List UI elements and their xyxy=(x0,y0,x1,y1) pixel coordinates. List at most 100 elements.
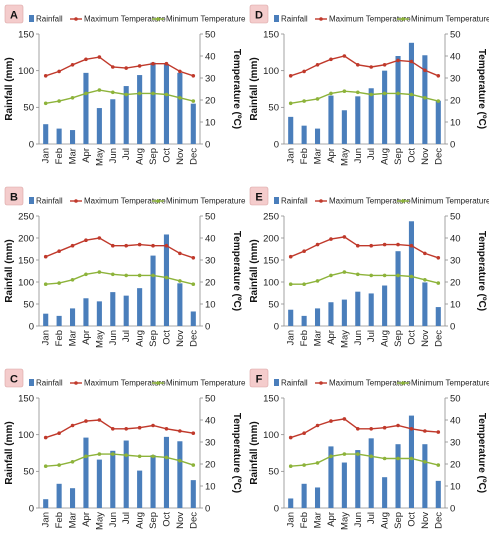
rainfall-bar xyxy=(435,307,441,326)
max-temp-line xyxy=(290,55,439,77)
max-temp-line xyxy=(290,418,439,439)
legend-swatch-rainfall xyxy=(274,379,279,386)
rainfall-bar xyxy=(83,437,89,508)
y-tick-label: 200 xyxy=(18,233,34,244)
chart-svg-e: E Rainfall Maximum Temperature Minimum Temp… xyxy=(249,186,489,348)
legend-label-min-temp: Minimum Temperature xyxy=(166,197,246,206)
x-tick-label: Mar xyxy=(68,330,79,346)
x-tick-label: Aug xyxy=(135,330,146,347)
min-temp-line-point xyxy=(369,273,374,278)
max-temp-line-point xyxy=(355,63,360,67)
legend-label-min-temp: Minimum Temperature xyxy=(411,197,489,206)
rainfall-bar xyxy=(110,450,116,508)
y-tick-label: 150 xyxy=(18,29,34,40)
x-tick-label: Jul xyxy=(121,148,132,160)
rainfall-bar xyxy=(435,480,441,508)
y2-tick-label: 50 xyxy=(450,29,461,40)
x-tick-label: Nov xyxy=(175,330,186,347)
x-tick-label: Dec xyxy=(433,512,444,529)
max-temp-line xyxy=(45,56,194,77)
y-axis-title: Rainfall (mm) xyxy=(4,421,15,484)
y-tick-label: 100 xyxy=(263,430,279,441)
min-temp-line-point xyxy=(84,454,88,459)
min-temp-line-point xyxy=(355,272,360,277)
legend-swatch-min-temp-marker xyxy=(156,381,160,385)
min-temp-line-point xyxy=(436,463,441,467)
max-temp-line-point xyxy=(178,251,182,256)
x-tick-label: Jul xyxy=(121,330,132,342)
y2-tick-label: 0 xyxy=(205,139,210,150)
min-temp-line-point xyxy=(151,273,155,278)
max-temp-line-point xyxy=(436,430,441,434)
max-temp-line-point xyxy=(423,68,427,73)
x-tick-label: Nov xyxy=(420,330,431,347)
y2-tick-label: 0 xyxy=(205,321,210,332)
min-temp-line-point xyxy=(110,452,115,456)
x-tick-label: Sep xyxy=(393,148,404,165)
x-tick-label: Jul xyxy=(366,330,377,342)
rainfall-bar xyxy=(150,62,156,144)
rainfall-bar xyxy=(301,483,307,508)
y-tick-label: 0 xyxy=(29,503,34,514)
rainfall-bar xyxy=(395,56,401,144)
rainfall-bar xyxy=(341,110,347,144)
min-temp-line xyxy=(290,90,439,104)
x-tick-label: Jul xyxy=(366,148,377,160)
x-tick-label: Feb xyxy=(54,148,65,164)
min-temp-line-point xyxy=(97,88,102,92)
rainfall-bar xyxy=(422,55,428,145)
x-tick-label: Mar xyxy=(313,512,324,528)
rainfall-bar xyxy=(355,96,361,144)
rainfall-bar xyxy=(288,309,294,326)
rainfall-bar xyxy=(368,293,374,326)
max-temp-line xyxy=(45,419,194,439)
chart-panel-a: A Rainfall Maximum Temperature Minimum Temp… xyxy=(2,2,246,184)
legend-swatch-rainfall xyxy=(274,15,279,22)
chart-panel-d: D Rainfall Maximum Temperature Minimum Temp… xyxy=(247,2,489,184)
max-temp-line-point xyxy=(329,419,333,423)
legend-swatch-rainfall xyxy=(29,15,34,22)
rainfall-bar xyxy=(301,125,307,144)
y2-tick-label: 50 xyxy=(205,393,216,404)
x-tick-label: Aug xyxy=(380,148,391,165)
max-temp-line-point xyxy=(436,74,441,78)
y-axis-title: Rainfall (mm) xyxy=(249,57,260,120)
y-tick-label: 50 xyxy=(268,467,279,478)
min-temp-line-point xyxy=(84,91,88,96)
x-tick-label: Oct xyxy=(406,512,417,527)
rainfall-bar xyxy=(328,302,334,326)
rainfall-bar xyxy=(328,95,334,144)
chart-svg-f: F Rainfall Maximum Temperature Minimum Temp… xyxy=(249,368,489,530)
y2-tick-label: 10 xyxy=(450,117,461,128)
max-temp-line-point xyxy=(191,74,196,78)
rainfall-bar xyxy=(422,444,428,508)
x-tick-label: Apr xyxy=(81,148,92,163)
x-tick-label: Apr xyxy=(81,330,92,345)
rainfall-bar xyxy=(328,446,334,508)
chart-svg-a: A Rainfall Maximum Temperature Minimum Temp… xyxy=(4,4,246,166)
rainfall-bar xyxy=(123,86,129,144)
legend-swatch-max-temp-marker xyxy=(74,381,78,385)
min-temp-line-point xyxy=(70,96,75,100)
rainfall-bar xyxy=(163,234,170,326)
x-tick-label: Dec xyxy=(433,330,444,347)
y-tick-label: 50 xyxy=(268,103,279,114)
x-tick-label: Oct xyxy=(406,148,417,163)
legend-swatch-max-temp-marker xyxy=(319,381,323,385)
min-temp-line-point xyxy=(288,101,293,106)
max-temp-line-point xyxy=(84,238,88,242)
max-temp-line xyxy=(45,237,194,259)
max-temp-line-point xyxy=(382,63,387,67)
y2-tick-label: 20 xyxy=(450,277,461,288)
max-temp-line-point xyxy=(70,63,75,67)
max-temp-line-point xyxy=(369,427,374,431)
min-temp-line-point xyxy=(178,279,182,283)
rainfall-bar xyxy=(150,255,156,326)
min-temp-line xyxy=(45,453,194,467)
x-tick-label: Jan xyxy=(286,330,297,345)
min-temp-line-point xyxy=(302,99,306,103)
y2-tick-label: 30 xyxy=(450,73,461,84)
max-temp-line-point xyxy=(329,237,333,241)
legend-label-rainfall: Rainfall xyxy=(36,197,63,206)
legend-label-min-temp: Minimum Temperature xyxy=(166,379,246,388)
